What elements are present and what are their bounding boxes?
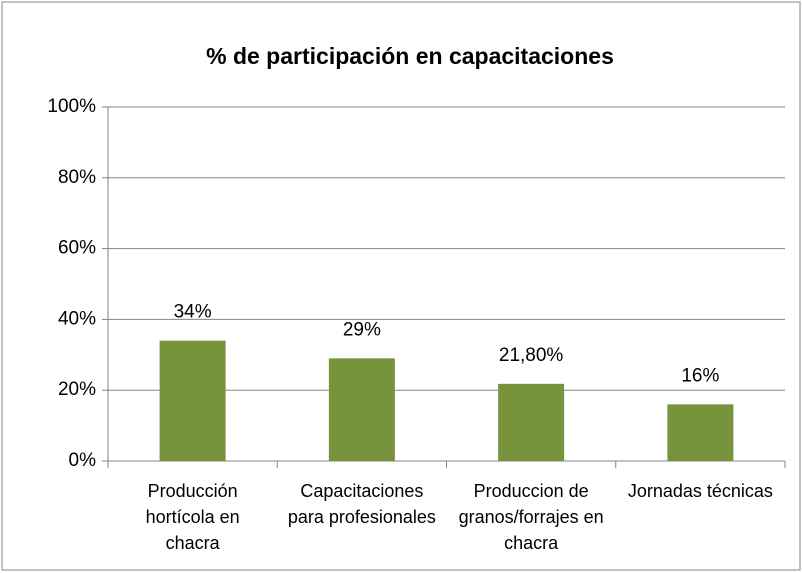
y-tick-label: 20% xyxy=(58,379,96,400)
y-tick-label: 60% xyxy=(58,238,96,259)
bar xyxy=(159,340,226,461)
y-tick-label: 0% xyxy=(69,450,97,471)
bar xyxy=(667,404,734,461)
data-label: 16% xyxy=(681,365,719,386)
x-tick-label: Jornadas técnicas xyxy=(627,481,773,501)
x-tick-label: Produccion de granos/forrajes en chacra xyxy=(458,481,604,553)
bar xyxy=(328,358,395,461)
y-tick-label: 40% xyxy=(58,308,96,329)
data-label: 34% xyxy=(174,302,212,323)
data-label: 21,80% xyxy=(499,345,564,366)
x-tick-label: Capacitaciones para profesionales xyxy=(287,481,436,527)
bar xyxy=(498,383,565,461)
y-tick-label: 80% xyxy=(58,167,96,188)
y-tick-label: 100% xyxy=(47,96,96,117)
data-label: 29% xyxy=(343,319,381,340)
chart-title: % de participación en capacitaciones xyxy=(206,43,614,69)
x-tick-label: Producción hortícola en chacra xyxy=(145,481,240,553)
